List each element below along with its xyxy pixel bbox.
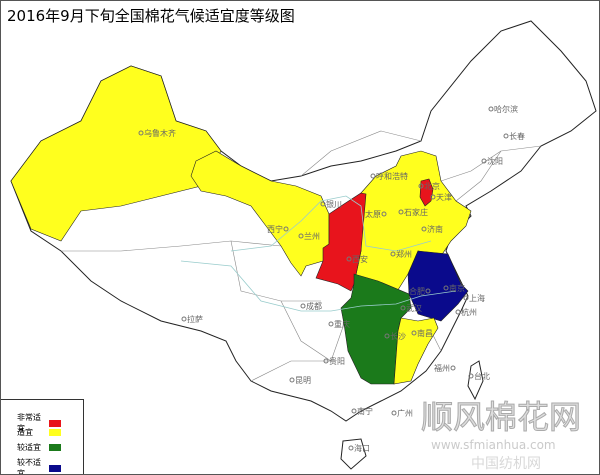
city-marker-icon (346, 256, 352, 262)
city-label: 合肥 (409, 286, 425, 296)
city-label: 昆明 (295, 376, 311, 385)
city-label: 济南 (427, 224, 443, 234)
legend-swatch (49, 464, 61, 472)
city-marker-icon (384, 333, 390, 339)
city-marker-icon (400, 305, 406, 311)
watermark-sub: 中国纺机网 (471, 456, 541, 472)
city-marker-icon (450, 365, 456, 371)
city-label: 海口 (354, 443, 370, 453)
city-marker-icon (503, 133, 509, 139)
city-marker-icon (488, 106, 494, 112)
city-marker-icon (391, 410, 397, 416)
city-marker-icon (481, 158, 487, 164)
hainan-outline (340, 438, 367, 470)
city-label: 福州 (434, 364, 450, 373)
watermark-url: www.sfmianhua.com (431, 438, 556, 452)
legend-label: 非常适宜 (17, 413, 41, 433)
city-marker-icon (411, 330, 417, 336)
city-label: 上海 (469, 293, 485, 303)
city-marker-icon (425, 288, 431, 294)
city-marker-icon (298, 233, 304, 239)
legend-item: 较不适宜 (17, 457, 61, 475)
city-marker-icon (463, 295, 469, 301)
city-label: 贵阳 (329, 356, 345, 366)
legend-label: 适宜 (17, 428, 33, 437)
city-label: 长春 (509, 131, 525, 141)
city-marker-icon (138, 130, 144, 136)
city-label: 银川 (326, 199, 342, 209)
city-label: 北京 (424, 181, 440, 191)
city-label: 兰州 (304, 231, 320, 241)
region-jiangsu-anhui (407, 250, 469, 322)
city-label: 哈尔滨 (494, 104, 518, 114)
region-xinjiang (10, 65, 222, 242)
legend-swatch (49, 419, 61, 427)
city-label: 拉萨 (187, 314, 203, 324)
city-label: 郑州 (396, 249, 412, 259)
city-label: 石家庄 (404, 207, 428, 217)
region-jiangxi (393, 317, 439, 385)
city-label: 重庆 (334, 319, 350, 329)
region-gansu (190, 150, 330, 277)
city-marker-icon (381, 211, 387, 217)
region-shaanxi (315, 192, 367, 292)
city-label: 广州 (397, 408, 413, 418)
city-label: 乌鲁木齐 (144, 128, 176, 138)
legend-swatch (49, 429, 61, 436)
city-label: 武汉 (406, 303, 422, 313)
city-marker-icon (421, 226, 427, 232)
city-label: 呼和浩特 (376, 171, 408, 181)
city-label: 南昌 (417, 328, 433, 338)
watermark-brand: 顺风棉花网 (420, 398, 582, 436)
city-label: 台北 (474, 371, 490, 381)
city-label: 太原 (365, 209, 381, 219)
legend-item: 较适宜 (17, 442, 61, 453)
city-label: 长沙 (390, 331, 406, 341)
city-label: 沈阳 (487, 156, 503, 166)
city-marker-icon (398, 209, 404, 215)
city-marker-icon (443, 285, 449, 291)
city-marker-icon (181, 316, 187, 322)
city-marker-icon (320, 201, 326, 207)
city-marker-icon (283, 226, 289, 232)
legend-swatch (49, 444, 61, 451)
city-marker-icon (468, 373, 474, 379)
map-title: 2016年9月下旬全国棉花气候适宜度等级图 (7, 7, 295, 25)
city-marker-icon (430, 194, 436, 200)
city-label: 南京 (449, 283, 465, 293)
rivers (180, 195, 457, 312)
legend-label: 较适宜 (17, 443, 41, 452)
legend-item: 适宜 (17, 427, 61, 438)
legend-label: 较不适宜 (17, 458, 41, 475)
city-marker-icon (289, 377, 295, 383)
city-label: 成都 (306, 301, 322, 311)
legend-item: 非常适宜 (17, 412, 61, 434)
city-marker-icon (455, 309, 461, 315)
city-marker-icon (323, 358, 329, 364)
taiwan-outline (467, 360, 484, 401)
city-label: 西宁 (267, 224, 283, 234)
city-label: 南宁 (357, 406, 373, 416)
city-marker-icon (418, 183, 424, 189)
city-marker-icon (300, 303, 306, 309)
city-marker-icon (328, 321, 334, 327)
city-label: 杭州 (461, 307, 477, 317)
region-hubei-hunan (340, 273, 412, 385)
city-marker-icon (390, 251, 396, 257)
city-label: 西安 (352, 254, 368, 264)
city-marker-icon (348, 445, 354, 451)
legend: 非常适宜 适宜 较适宜 较不适宜 (1, 399, 84, 475)
region-fills (10, 65, 472, 385)
city-label: 天津 (436, 192, 452, 202)
city-marker-icon (351, 408, 357, 414)
city-marker-icon (370, 173, 376, 179)
